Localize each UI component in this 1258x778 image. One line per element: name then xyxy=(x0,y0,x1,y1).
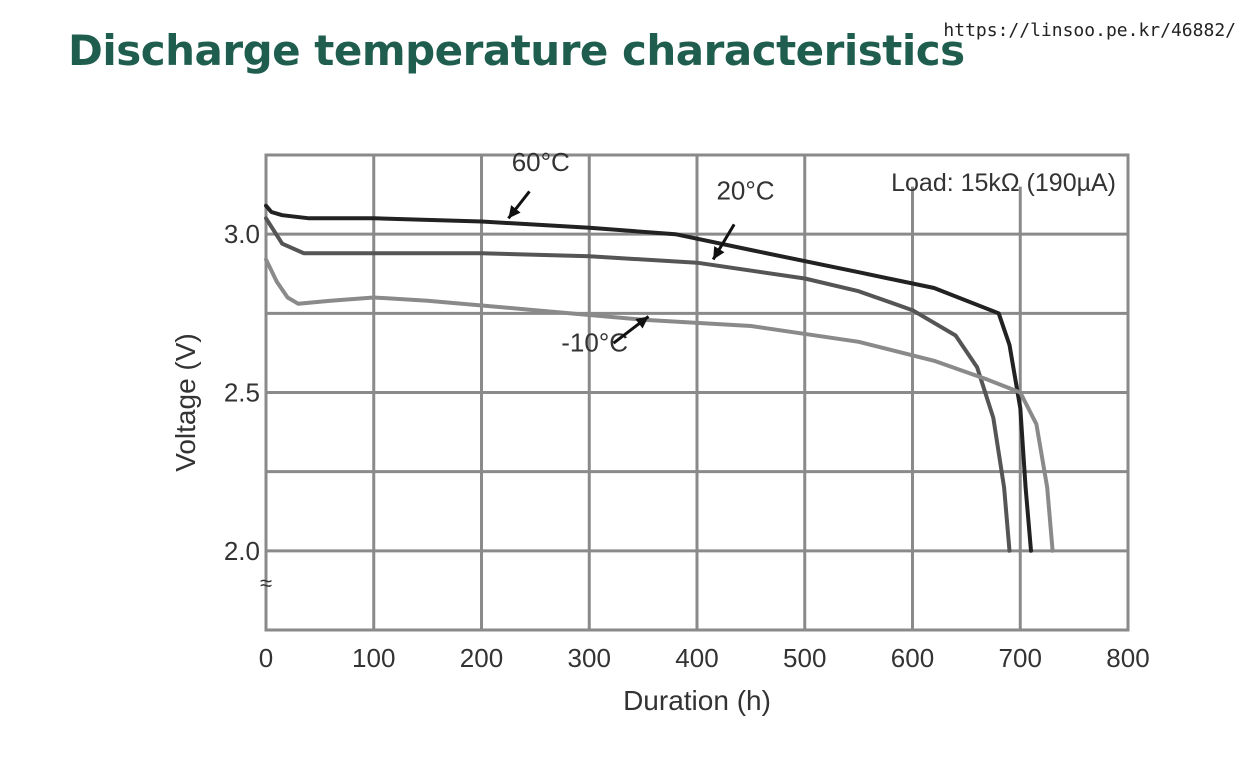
y-tick-label: 2.0 xyxy=(224,536,260,566)
annotation-label-0: 60°C xyxy=(512,147,570,177)
x-tick-label: 700 xyxy=(999,643,1042,673)
annotation-arrowhead-0 xyxy=(508,205,521,219)
series-line-0 xyxy=(264,203,1033,553)
series-line-2 xyxy=(264,257,1055,553)
x-tick-label: 100 xyxy=(352,643,395,673)
source-url: https://linsoo.pe.kr/46882/ xyxy=(943,20,1236,41)
series-line-1 xyxy=(264,216,1012,553)
y-tick-label: 3.0 xyxy=(224,219,260,249)
x-tick-label: 0 xyxy=(259,643,273,673)
y-tick-label: 2.5 xyxy=(224,378,260,408)
x-tick-label: 200 xyxy=(460,643,503,673)
load-label: Load: 15kΩ (190µA) xyxy=(891,169,1116,197)
x-axis-label: Duration (h) xyxy=(623,685,771,716)
x-tick-label: 400 xyxy=(675,643,718,673)
label-layer: 0 100 200 300 400 500 600 700 800 3.0 2.5 2.0≈ Durat… xyxy=(170,147,1150,716)
page-title: Discharge temperature characteristics xyxy=(68,26,965,75)
x-tick-label: 600 xyxy=(891,643,934,673)
y-axis-label: Voltage (V) xyxy=(170,333,201,472)
series-layer xyxy=(264,203,1055,553)
grid-layer xyxy=(264,153,1130,632)
x-tick-label: 800 xyxy=(1106,643,1149,673)
x-tick-label: 500 xyxy=(783,643,826,673)
annotation-label-1: 20°C xyxy=(716,175,774,205)
annotation-arrowhead-2 xyxy=(635,316,649,329)
axis-break-symbol: ≈ xyxy=(260,571,272,596)
annotation-label-2: -10°C xyxy=(561,327,628,357)
x-tick-label: 300 xyxy=(568,643,611,673)
annotation-arrowhead-1 xyxy=(713,246,725,260)
